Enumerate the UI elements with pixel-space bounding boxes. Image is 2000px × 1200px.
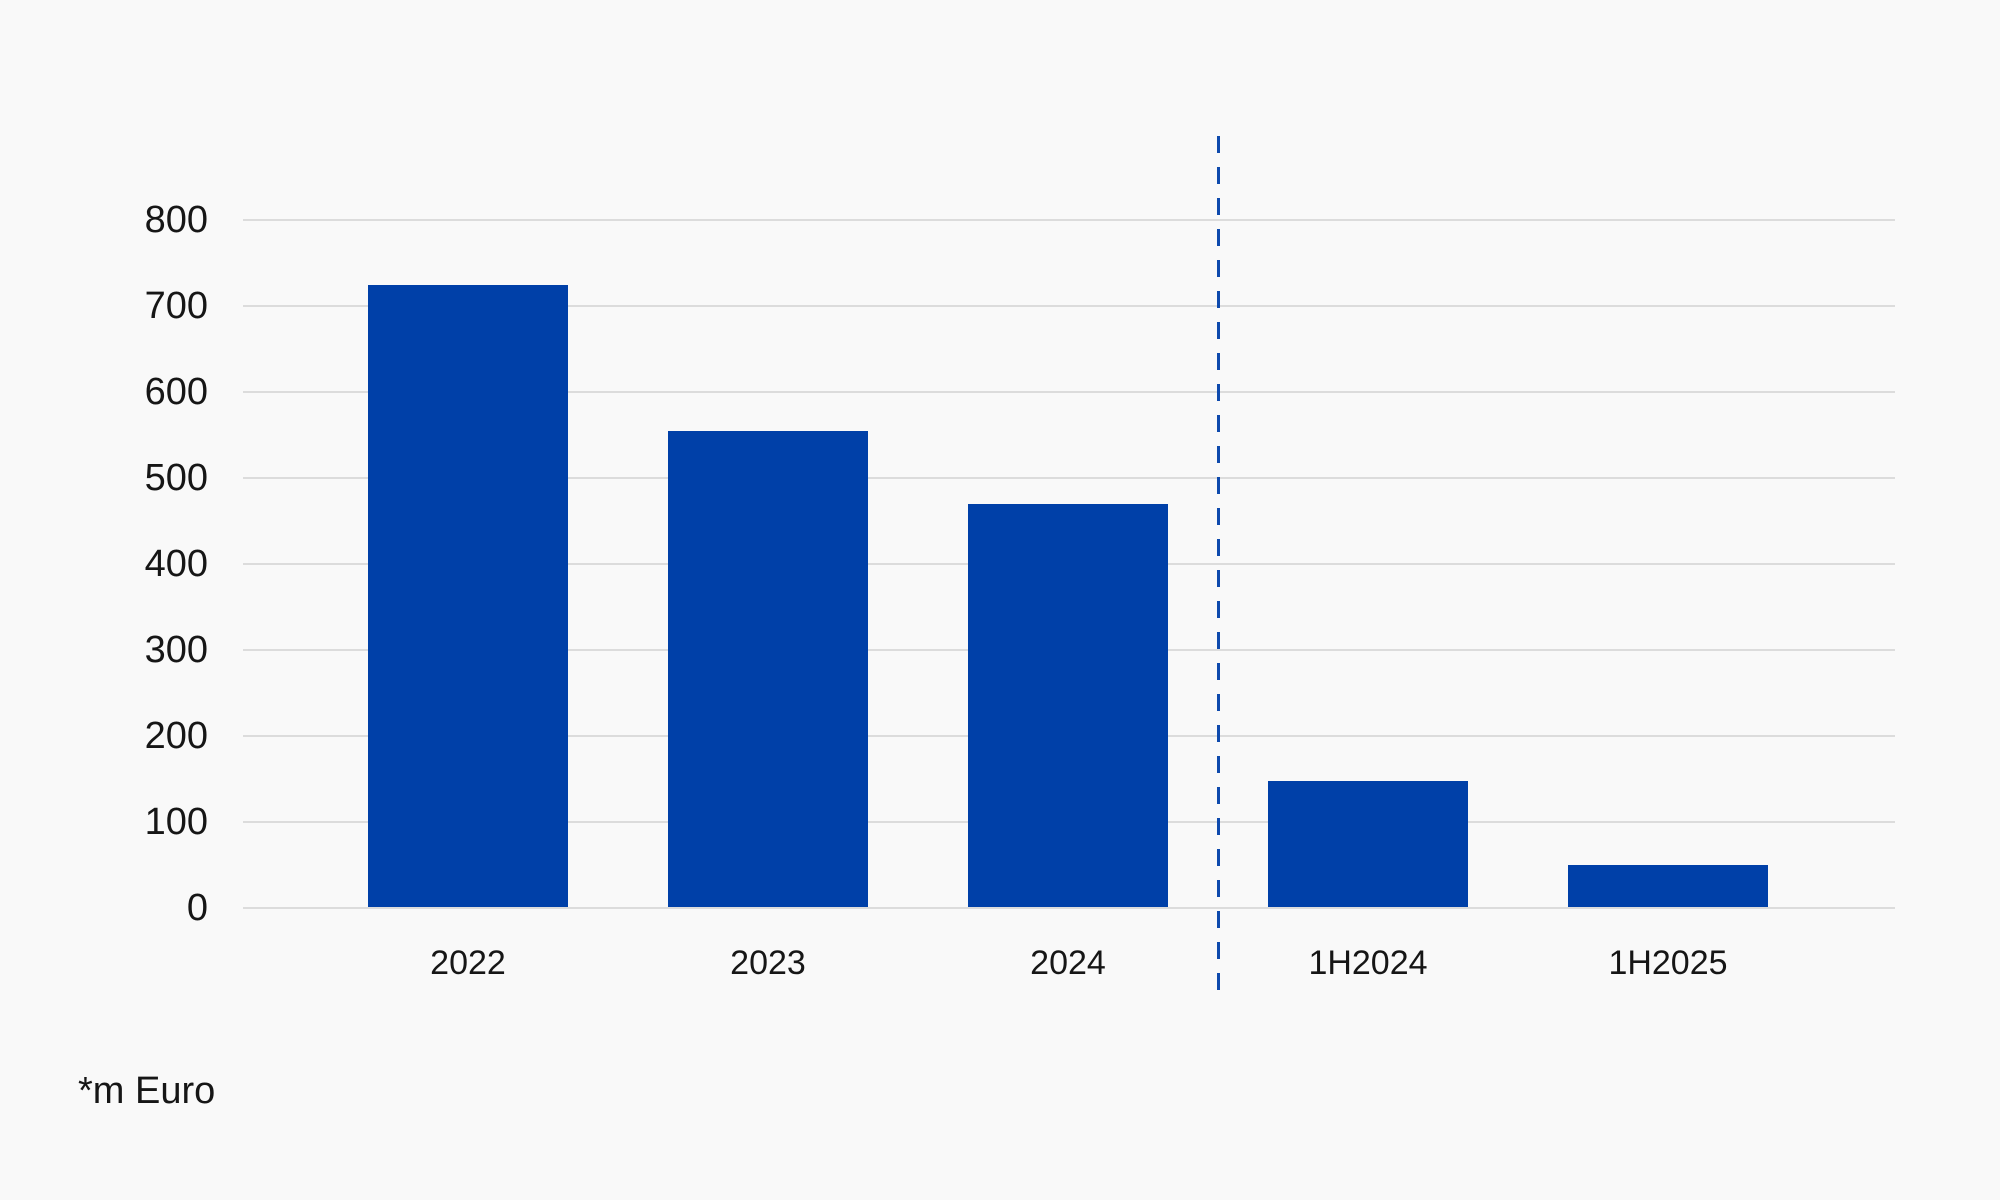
y-tick-label-400: 400 [144, 543, 208, 585]
period-divider-dashed-line [1216, 136, 1220, 997]
x-tick-label-2023: 2023 [730, 944, 806, 982]
x-tick-label-1H2024: 1H2024 [1308, 944, 1428, 982]
x-tick-label-1H2025: 1H2025 [1608, 944, 1728, 982]
unit-footnote: *m Euro [78, 1070, 216, 1112]
y-tick-label-700: 700 [144, 285, 208, 327]
y-tick-label-500: 500 [144, 457, 208, 499]
bar-2023 [668, 430, 868, 907]
y-tick-label-300: 300 [144, 629, 208, 671]
gridline-800 [243, 219, 1895, 221]
bar-1H2025 [1568, 865, 1768, 907]
x-tick-label-2022: 2022 [430, 944, 506, 982]
bar-2022 [368, 284, 568, 907]
y-tick-label-200: 200 [144, 715, 208, 757]
bar-1H2024 [1268, 780, 1468, 907]
y-tick-label-100: 100 [144, 801, 208, 843]
y-tick-label-600: 600 [144, 371, 208, 413]
gridline-0 [243, 907, 1895, 909]
bar-2024 [968, 503, 1168, 907]
y-tick-label-0: 0 [186, 887, 208, 929]
gridline-500 [243, 477, 1895, 479]
y-tick-label-800: 800 [144, 199, 208, 241]
gridline-600 [243, 391, 1895, 393]
x-tick-label-2024: 2024 [1030, 944, 1106, 982]
gridline-700 [243, 305, 1895, 307]
